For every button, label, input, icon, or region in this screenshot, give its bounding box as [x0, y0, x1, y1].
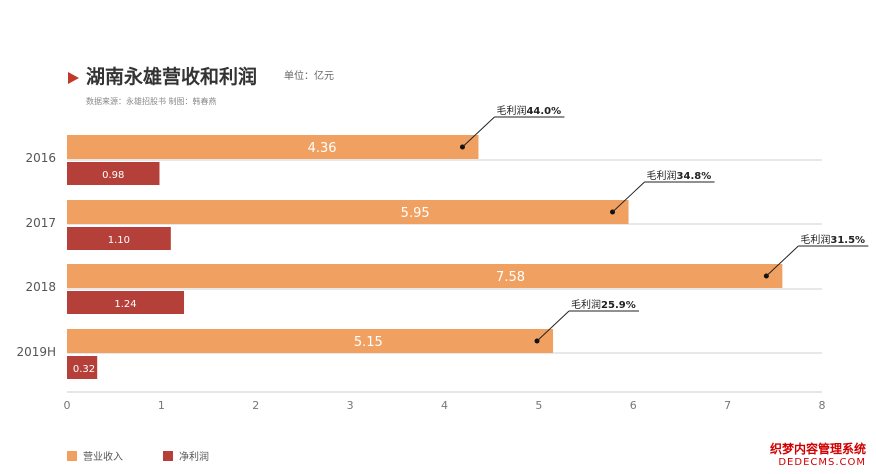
annotation-value: 25.9% — [601, 300, 636, 311]
category-label: 2018 — [25, 280, 56, 294]
net-profit-bar — [67, 356, 98, 379]
legend-swatch-1 — [163, 451, 173, 461]
net-profit-value-label: 0.98 — [102, 170, 124, 181]
x-tick-label: 2 — [252, 399, 259, 412]
revenue-bar — [67, 200, 629, 224]
x-tick-label: 4 — [441, 399, 448, 412]
revenue-value-label: 7.58 — [496, 270, 525, 285]
x-tick-label: 8 — [819, 399, 826, 412]
annotation-label: 毛利润44.0% — [496, 104, 561, 117]
net-profit-bar — [67, 291, 185, 314]
revenue-bar — [67, 264, 783, 288]
chart-title: 湖南永雄营收和利润 — [86, 66, 258, 88]
net-profit-value-label: 0.32 — [73, 364, 95, 375]
revenue-bar — [67, 329, 554, 353]
annotation-label: 毛利润25.9% — [571, 298, 636, 311]
annotation-prefix: 毛利润 — [800, 233, 830, 246]
revenue-value-label: 4.36 — [308, 141, 337, 156]
annotation-prefix: 毛利润 — [647, 169, 677, 182]
annotation-prefix: 毛利润 — [571, 298, 601, 311]
annotation-value: 31.5% — [830, 235, 865, 246]
x-tick-label: 5 — [535, 399, 542, 412]
chart-source: 数据来源：永雄招股书 制图：韩春燕 — [86, 97, 217, 106]
watermark: 织梦内容管理系统 DEDECMS.COM — [770, 440, 866, 468]
x-tick-label: 6 — [630, 399, 637, 412]
watermark-line1: 织梦内容管理系统 — [769, 442, 866, 456]
annotation-label: 毛利润34.8% — [647, 169, 712, 182]
net-profit-bar — [67, 227, 171, 250]
legend-label-1: 净利润 — [179, 450, 209, 463]
legend-label-0: 营业收入 — [83, 450, 123, 463]
annotation-leader-line — [766, 245, 799, 277]
category-label: 2017 — [25, 216, 56, 230]
net-profit-value-label: 1.10 — [108, 235, 130, 246]
annotation-label: 毛利润31.5% — [800, 233, 865, 246]
chart-unit: 单位：亿元 — [284, 71, 334, 82]
category-label: 2016 — [25, 151, 56, 165]
revenue-value-label: 5.15 — [354, 335, 383, 350]
net-profit-value-label: 1.24 — [114, 299, 136, 310]
x-tick-label: 7 — [724, 399, 731, 412]
category-label: 2019H — [16, 345, 56, 359]
annotation-leader-line — [462, 116, 495, 148]
annotation-value: 34.8% — [677, 171, 712, 182]
x-tick-label: 3 — [347, 399, 354, 412]
title-triangle-icon — [68, 72, 79, 84]
revenue-value-label: 5.95 — [401, 206, 430, 221]
legend-swatch-0 — [67, 451, 77, 461]
x-tick-label: 0 — [64, 399, 71, 412]
x-tick-label: 1 — [158, 399, 165, 412]
annotation-value: 44.0% — [526, 106, 561, 117]
annotation-prefix: 毛利润 — [496, 104, 526, 117]
annotation-leader-line — [612, 181, 645, 213]
revenue-bar — [67, 135, 479, 159]
net-profit-bar — [67, 162, 160, 185]
annotation-leader-line — [536, 310, 570, 342]
watermark-line2: DEDECMS.COM — [778, 457, 866, 468]
